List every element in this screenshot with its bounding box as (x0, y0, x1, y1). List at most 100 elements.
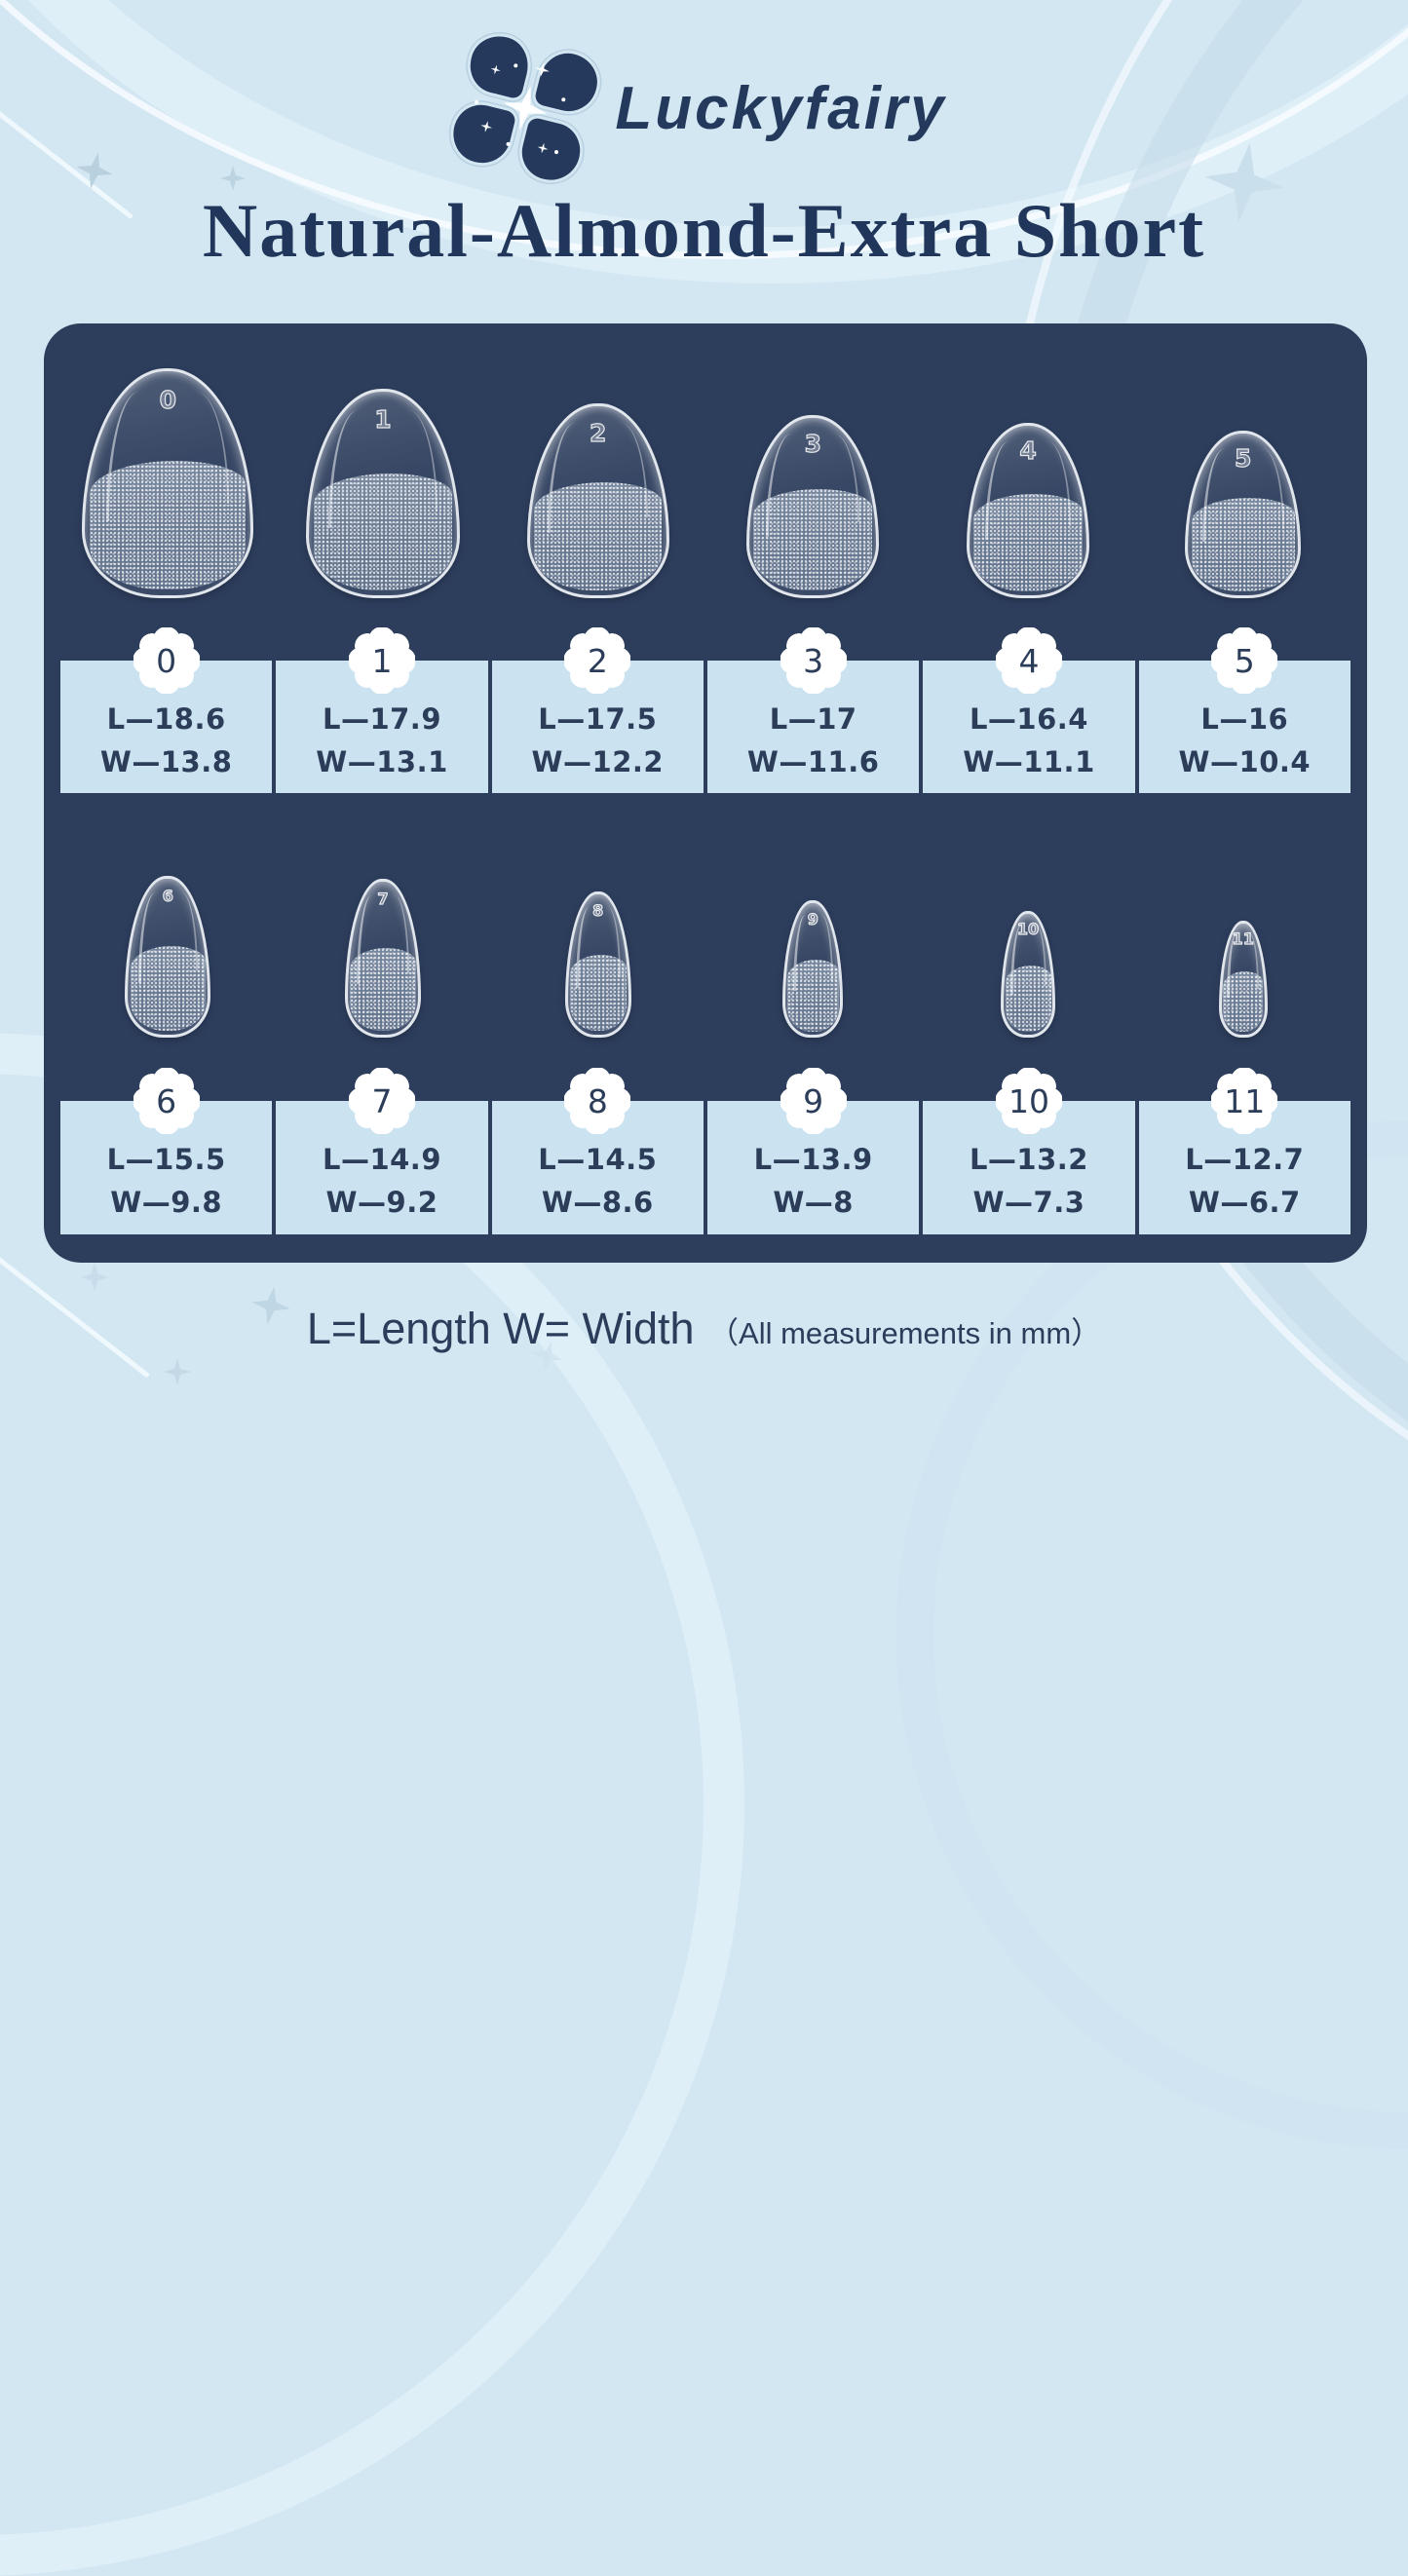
nail-frost-texture (1005, 966, 1051, 1032)
sparkle-dot (475, 99, 479, 105)
flower-badge-icon (348, 1068, 415, 1134)
nail-tip-2: 2 (526, 403, 669, 598)
nail-column-1: 1 (276, 368, 491, 598)
nail-etched-number-7: 7 (377, 889, 389, 908)
size-cell-4: 4 L—16.4 W—11.1 (919, 627, 1134, 793)
nail-column-9: 9 (705, 875, 921, 1038)
nail-column-4: 4 (921, 368, 1136, 598)
nail-etched-number-10: 10 (1016, 920, 1040, 939)
nail-frost-texture (787, 960, 839, 1032)
length-value: L—14.9 (322, 1143, 441, 1176)
nail-column-5: 5 (1135, 368, 1351, 598)
size-badge-3: 3 (780, 627, 847, 694)
page-title: Natural-Almond-Extra Short (202, 188, 1206, 273)
length-value: L—16.4 (969, 702, 1088, 736)
badge-number: 0 (156, 641, 177, 680)
size-cell-1: 1 L—17.9 W—13.1 (272, 627, 487, 793)
nail-tip-7: 7 (345, 879, 421, 1038)
nail-column-8: 8 (490, 875, 705, 1038)
badge-number: 4 (1018, 641, 1040, 680)
size-cell-5: 5 L—16 W—10.4 (1134, 627, 1351, 793)
size-badge-7: 7 (348, 1068, 415, 1134)
size-badge-11: 11 (1211, 1068, 1278, 1134)
size-table-row-2: 6 L—15.5 W—9.8 7 L—14.9 W—9.2 8 L—14.5 W—8.… (60, 1068, 1351, 1234)
nail-frost-texture (569, 954, 627, 1032)
size-badge-10: 10 (995, 1068, 1062, 1134)
nail-tip-6: 6 (125, 876, 211, 1038)
length-value: L—17.5 (538, 702, 658, 736)
nail-tip-0: 0 (82, 368, 254, 598)
width-value: W—11.1 (963, 745, 1095, 778)
badge-number: 2 (587, 641, 608, 680)
nail-tip-8: 8 (564, 891, 631, 1038)
width-value: W—13.8 (99, 745, 233, 778)
footer: L=Length W= Width （All measurements in m… (0, 1304, 1408, 1354)
size-badge-1: 1 (348, 627, 415, 694)
nail-tip-4: 4 (967, 423, 1090, 598)
badge-number: 1 (371, 641, 393, 680)
nail-column-2: 2 (490, 368, 705, 598)
measurement-note: （All measurements in mm） (708, 1316, 1102, 1350)
badge-number: 6 (156, 1081, 177, 1120)
length-value: L—14.5 (538, 1143, 658, 1176)
measurements: L—14.5 W—8.6 (492, 1101, 704, 1224)
nail-frost-texture (972, 493, 1084, 591)
size-badge-0: 0 (133, 627, 200, 694)
nail-column-6: 6 (60, 875, 276, 1038)
measurements: L—18.6 W—13.8 (60, 661, 272, 783)
nail-photo-row-1: 0 1 2 3 4 5 (60, 368, 1351, 598)
background-swirl (896, 1120, 1408, 2149)
size-badge-4: 4 (995, 627, 1062, 694)
length-value: L—12.7 (1185, 1143, 1305, 1176)
badge-number: 8 (587, 1081, 608, 1120)
width-value: W—11.6 (746, 745, 880, 778)
sparkle-icon (164, 1358, 191, 1385)
nail-frost-texture (1191, 498, 1295, 591)
measurements: L—17.9 W—13.1 (276, 661, 487, 783)
size-badge-6: 6 (133, 1068, 200, 1134)
width-value: W—8 (773, 1186, 854, 1219)
nail-etched-number-3: 3 (804, 429, 822, 458)
sparkle-icon (80, 1263, 109, 1292)
brand-name: Luckyfairy (615, 74, 947, 142)
size-table-row-1: 0 L—18.6 W—13.8 1 L—17.9 W—13.1 2 L—17.5 W—… (60, 627, 1351, 793)
size-cell-2: 2 L—17.5 W—12.2 (487, 627, 704, 793)
sparkle-dot (506, 141, 512, 147)
nail-etched-number-1: 1 (374, 404, 393, 434)
luckyfairy-logo-icon (447, 29, 604, 187)
nail-column-0: 0 (60, 368, 276, 598)
flower-badge-icon (564, 1068, 631, 1134)
nail-photo-row-2: 6 7 8 9 10 11 (60, 875, 1351, 1038)
nail-tip-10: 10 (1001, 911, 1056, 1038)
width-value: W—12.2 (531, 745, 665, 778)
width-value: W—9.8 (110, 1186, 223, 1219)
clover-petal (447, 98, 517, 170)
width-value: W—6.7 (1188, 1186, 1301, 1219)
size-badge-2: 2 (564, 627, 631, 694)
width-value: W—9.2 (325, 1186, 438, 1219)
length-value: L—17 (769, 702, 857, 736)
nail-frost-texture (1223, 971, 1264, 1033)
size-cell-9: 9 L—13.9 W—8 (703, 1068, 919, 1234)
nail-etched-number-2: 2 (589, 418, 607, 447)
flower-badge-icon (564, 627, 631, 694)
clover-petal (516, 116, 587, 187)
flower-badge-icon (348, 627, 415, 694)
size-cell-0: 0 L—18.6 W—13.8 (60, 627, 272, 793)
size-badge-9: 9 (780, 1068, 847, 1134)
clover-petal (533, 47, 604, 118)
badge-number: 5 (1234, 641, 1255, 680)
flower-badge-icon (1211, 627, 1278, 694)
nail-frost-texture (90, 461, 247, 590)
nail-tip-3: 3 (746, 415, 880, 598)
length-value: L—13.2 (969, 1143, 1088, 1176)
nail-frost-texture (533, 481, 663, 591)
measurements: L—17.5 W—12.2 (492, 661, 704, 783)
nail-etched-number-4: 4 (1019, 436, 1038, 466)
nail-etched-number-11: 11 (1232, 928, 1254, 948)
size-cell-3: 3 L—17 W—11.6 (703, 627, 919, 793)
size-chart-panel: 0 1 2 3 4 5 0 L—18.6 W—13.8 1 L—17.9 W—13.… (44, 323, 1367, 1263)
size-cell-6: 6 L—15.5 W—9.8 (60, 1068, 272, 1234)
background-swirl (0, 1033, 744, 2576)
nail-column-3: 3 (705, 368, 921, 598)
